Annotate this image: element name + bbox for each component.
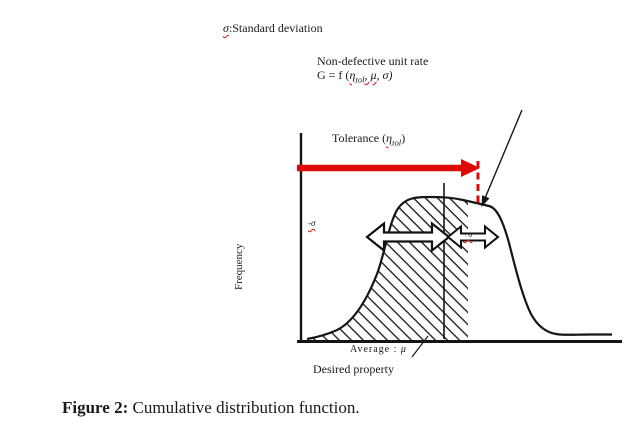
std-deviation-note: σ:Standard deviation [223, 21, 323, 36]
y-axis-label: Frequency [233, 243, 245, 290]
figure-caption-number: Figure 2: [62, 398, 129, 417]
mu-symbol: μ [400, 344, 407, 355]
mu-arg: , μ [364, 67, 377, 82]
figure-caption-text: Cumulative distribution function. [128, 398, 360, 417]
g-formula: G = f (ηtol, μ, σ) [317, 67, 393, 85]
bell-curve [306, 195, 612, 341]
plus-sigma-spread-arrow [446, 224, 500, 250]
average-text: Average : [350, 344, 401, 355]
x-axis-label: Desired property [313, 362, 394, 376]
minus-sigma-label: -σ [308, 218, 316, 228]
sigma-symbol: σ [223, 21, 229, 35]
pointer-arrowhead [481, 195, 490, 207]
plus-sigma-label: +σ [463, 230, 473, 239]
tolerance-arrow-head [461, 159, 480, 177]
minus-sigma-spread-arrow [365, 221, 451, 253]
eta-symbol: η [349, 67, 356, 82]
eta-subscript: tol [392, 137, 402, 148]
average-leader-line [411, 335, 429, 358]
std-deviation-text: :Standard deviation [228, 21, 323, 35]
g-formula-prefix: G = f ( [317, 67, 350, 82]
tolerance-eta: ηtol [386, 131, 402, 148]
tolerance-text: Tolerance ( [332, 131, 387, 145]
non-defective-note: Non-defective unit rate G = f (ηtol, μ, … [317, 54, 429, 85]
hatched-non-defective-area [307, 197, 468, 340]
figure-caption: Figure 2: Cumulative distribution functi… [62, 398, 360, 418]
tolerance-label: Tolerance (ηtol) [332, 131, 406, 148]
sigma-arg: , σ) [376, 67, 393, 82]
tolerance-close-paren: ) [401, 131, 406, 145]
g-formula-args: ηtol, μ [349, 67, 377, 85]
eta-subscript: tol [355, 74, 365, 85]
average-label: Average : μ [350, 344, 407, 356]
pointer-line [482, 109, 523, 204]
eta-symbol: η [386, 131, 393, 145]
non-defective-line1: Non-defective unit rate [317, 54, 429, 68]
